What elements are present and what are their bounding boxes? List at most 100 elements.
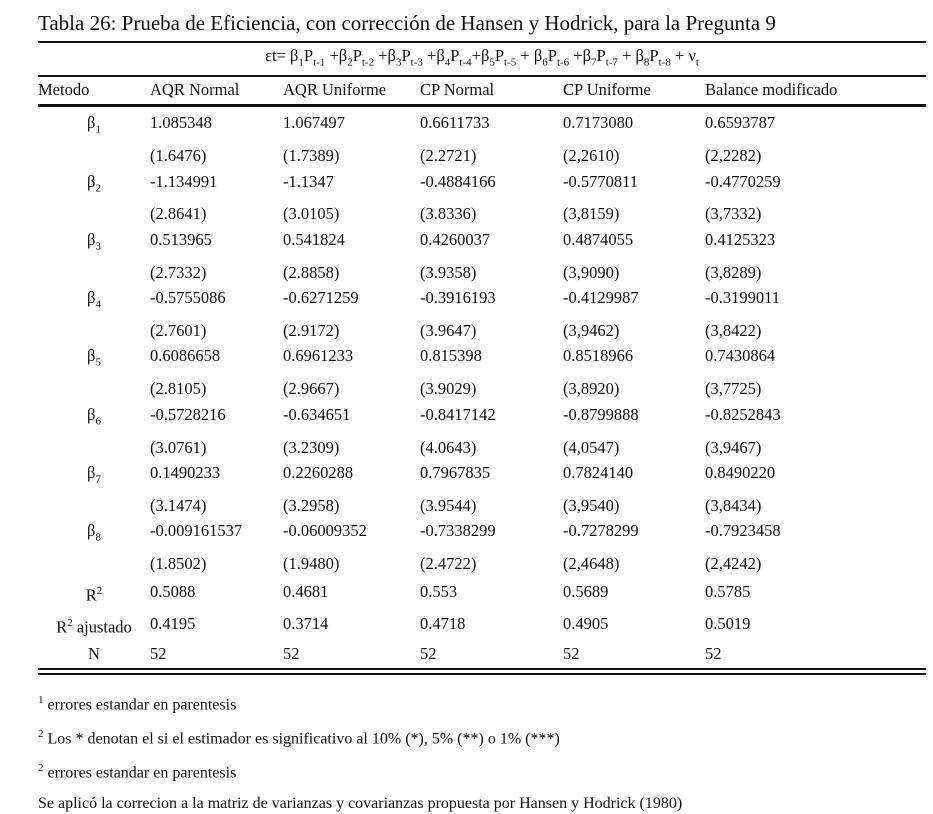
table-container: Tabla 26: Prueba de Eficiencia, con corr… [38,10,926,814]
estimate-value: 0.1490233 [150,463,221,483]
std-error-value: (2.8858) [283,262,340,282]
beta-stderr-row: (2.7601) (2.9172) (3.9647) (3,9462) (3,8422) [38,318,926,344]
estimate-value: -0.8799888 [563,404,639,424]
std-error-value: (3.9544) [420,495,477,515]
std-error-value: (3.9647) [420,320,477,340]
beta-label: β5 [87,346,101,369]
stat-value: 0.4681 [283,581,329,601]
std-error-value: (3,8289) [705,262,762,282]
footnote: 2 errores estandar en parentesis [38,762,237,782]
document-page: Tabla 26: Prueba de Eficiencia, con corr… [38,11,926,812]
stat-value: 0.4905 [563,614,609,634]
std-error-value: (1.6476) [150,146,207,166]
stat-value: 52 [420,643,437,663]
std-error-value: (2.9172) [283,320,340,340]
estimate-value: 0.7173080 [563,113,634,133]
beta-stderr-row: (3.0761) (3.2309) (4.0643) (4,0547) (3,9467) [38,435,926,461]
empty-label-cell [38,318,150,344]
estimate-value: -0.009161537 [150,521,243,541]
stat-value: 52 [705,643,722,663]
column-header-aqr-normal: AQR Normal [150,80,240,100]
std-error-value: (2.4722) [420,554,477,574]
estimate-value: -0.06009352 [283,521,367,541]
beta-estimate-row: β8 -0.009161537 -0.06009352 -0.7338299 -0.72… [38,518,926,551]
std-error-value: (3,8422) [705,320,762,340]
std-error-value: (3,9462) [563,320,620,340]
estimate-value: 0.4874055 [563,229,634,249]
std-error-value: (2.7332) [150,262,207,282]
estimate-value: 0.7824140 [563,463,634,483]
beta-estimate-row: β2 -1.134991 -1.1347 -0.4884166 -0.5770811 -0… [38,169,926,202]
std-error-value: (3,7332) [705,204,762,224]
estimate-value: 0.513965 [150,229,212,249]
std-error-value: (1.9480) [283,554,340,574]
stat-value: 0.553 [420,581,458,601]
estimate-value: -0.7278299 [563,521,639,541]
column-header-cp-normal: CP Normal [420,80,495,100]
std-error-value: (2,4242) [705,554,762,574]
empty-label-cell [38,376,150,402]
std-error-value: (1.8502) [150,554,207,574]
estimate-value: 0.8518966 [563,346,634,366]
std-error-value: (3,8434) [705,495,762,515]
std-error-value: (2.8641) [150,204,207,224]
stat-value: 0.3714 [283,614,329,634]
std-error-value: (3,9467) [705,437,762,457]
stat-label: R2 [85,584,103,605]
model-equation: εt= β1Pt-1 +β2Pt-2 +β3Pt-3 +β4Pt-4+β5Pt-… [38,43,926,78]
footnote: 2 Los * denotan el si el estimador es sig… [38,728,560,748]
empty-label-cell [38,201,150,227]
stat-value: 0.4718 [420,614,466,634]
stat-value: 52 [563,643,580,663]
estimate-value: 0.7967835 [420,463,491,483]
stat-value: 52 [150,643,167,663]
estimate-value: -0.634651 [283,404,351,424]
beta-stderr-row: (3.1474) (3.2958) (3.9544) (3,9540) (3,8434) [38,493,926,519]
estimate-value: -0.7338299 [420,521,496,541]
beta-estimate-row: β5 0.6086658 0.6961233 0.815398 0.8518966 0.7… [38,343,926,376]
beta-label: β2 [87,171,101,194]
table-bottom-rule [38,667,926,675]
std-error-value: (3.2958) [283,495,340,515]
estimate-value: -0.4884166 [420,171,496,191]
empty-label-cell [38,493,150,519]
beta-label: β7 [87,463,101,486]
estimate-value: -0.5728216 [150,404,226,424]
beta-label: β1 [87,113,101,136]
std-error-value: (3.8336) [420,204,477,224]
std-error-value: (4,0547) [563,437,620,457]
beta-stderr-row: (1.6476) (1.7389) (2.2721) (2,2610) (2,2282) [38,143,926,169]
stat-value: 0.5785 [705,581,751,601]
estimate-value: -0.4770259 [705,171,781,191]
stat-row: R2 ajustado 0.4195 0.3714 0.4718 0.4905 0.501… [38,609,926,642]
footnote: 1 errores estandar en parentesis [38,693,237,713]
beta-estimate-row: β3 0.513965 0.541824 0.4260037 0.4874055 0.41… [38,227,926,260]
stat-label: R2 ajustado [56,617,132,637]
beta-stderr-row: (2.8105) (2.9667) (3.9029) (3,8920) (3,7725) [38,376,926,402]
std-error-value: (2,2282) [705,146,762,166]
std-error-value: (3.0761) [150,437,207,457]
beta-stderr-row: (2.8641) (3.0105) (3.8336) (3,8159) (3,7332) [38,201,926,227]
std-error-value: (3.9358) [420,262,477,282]
estimate-value: 0.6961233 [283,346,354,366]
beta-label: β4 [87,288,101,311]
estimate-value: -0.5770811 [563,171,639,191]
table-header-row: Metodo AQR Normal AQR Uniforme CP Normal… [38,77,926,108]
std-error-value: (3,8920) [563,379,620,399]
std-error-value: (3.0105) [283,204,340,224]
estimate-value: -1.134991 [150,171,218,191]
std-error-value: (4.0643) [420,437,477,457]
beta-estimate-row: β7 0.1490233 0.2260288 0.7967835 0.7824140 0.… [38,460,926,493]
std-error-value: (3.2309) [283,437,340,457]
std-error-value: (3,9090) [563,262,620,282]
std-error-value: (2.2721) [420,146,477,166]
stat-value: 52 [283,643,300,663]
estimate-value: 0.6593787 [705,113,776,133]
estimate-value: -0.4129987 [563,288,639,308]
beta-label: β6 [87,404,101,428]
empty-label-cell [38,551,150,577]
estimate-value: 0.4125323 [705,229,776,249]
std-error-value: (3.9029) [420,379,477,399]
beta-stderr-row: (2.7332) (2.8858) (3.9358) (3,9090) (3,8289) [38,260,926,286]
estimate-value: 0.2260288 [283,463,354,483]
